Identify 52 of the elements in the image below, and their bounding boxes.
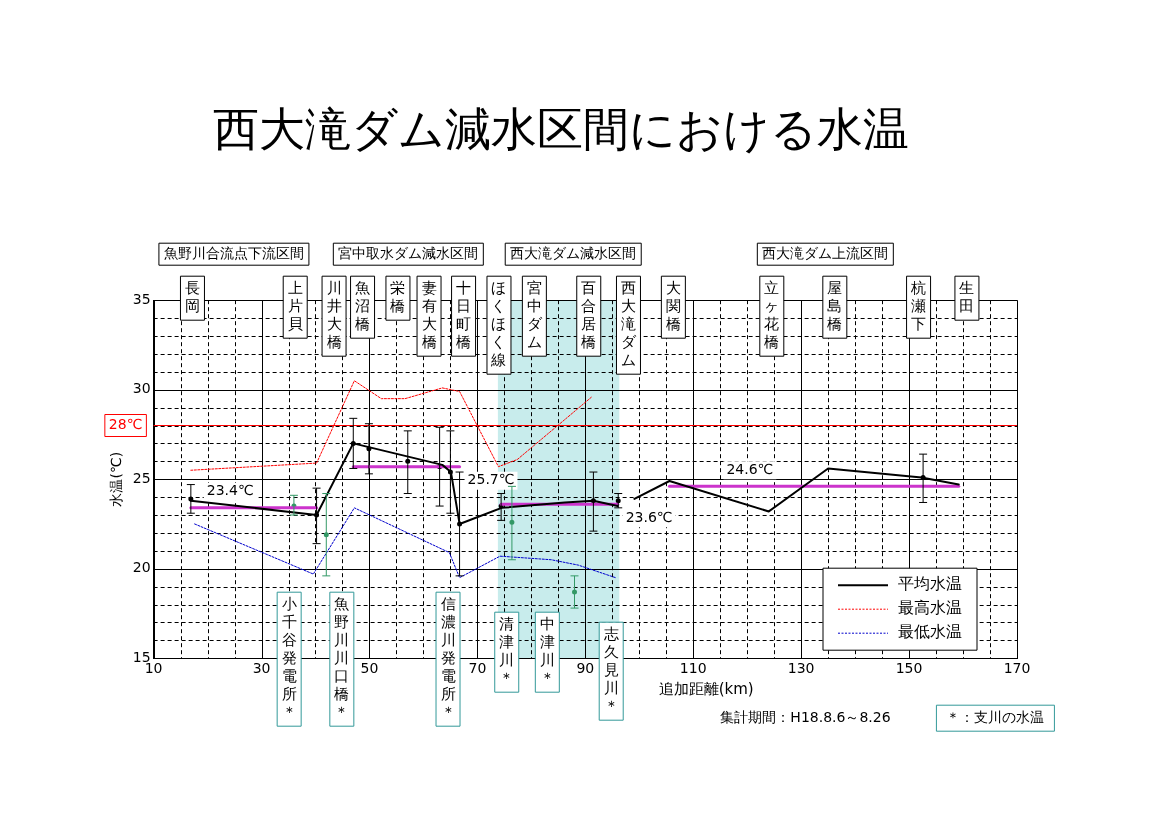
annotation: 生田 [959,279,975,316]
x-tick-label: 50 [360,660,379,677]
y-tick-label: 20 [132,559,151,576]
line-series [194,507,617,579]
x-tick-label: 70 [468,660,487,677]
annotation: 宮中ダム [526,279,543,352]
y-tick-label: 35 [132,290,151,307]
y-axis-title: 水温(℃) [108,451,125,507]
text: 集計期間：H18.8.6～8.26 [720,708,891,725]
annotation: 志久見川＊ [603,625,619,716]
text: ＊：支川の水温 [946,708,1045,725]
y-tick-label: 30 [132,380,151,397]
annotation: 屋島橋 [827,279,843,334]
annotation: 立ヶ花橋 [764,279,780,352]
y-tick-label: 25 [132,469,151,486]
text: 宮中取水ダム減水区間 [338,244,479,261]
x-tick-label: 130 [787,660,815,677]
x-tick-label: 90 [576,660,595,677]
data-label: 25.7℃ [467,471,515,488]
annotation: ほくほく線 [490,279,507,370]
chart-title: 西大滝ダム減水区間における水温 [213,101,909,156]
x-tick-label: 30 [252,660,271,677]
annotation: 魚沼橋 [355,279,371,334]
annotation: 百合居橋 [581,279,597,352]
annotation: 栄橋 [390,279,406,316]
annotation: 中津川＊ [539,615,555,688]
annotation: 西大滝ダム [620,279,637,370]
data-label: 24.6℃ [726,461,774,477]
annotation: 魚野川川口橋＊ [334,595,350,722]
annotation: 大関橋 [665,279,681,334]
annotation: 清津川＊ [499,615,515,688]
text: 西大滝ダム上流区間 [762,244,889,261]
annotation: 小千谷発電所＊ [281,595,297,722]
annotation: 十日町橋 [456,279,472,352]
ref-line-label: 28℃ [108,416,143,433]
legend-label: 最高水温 [898,598,962,618]
text: 魚野川合流点下流区間 [163,244,304,261]
annotation: 川井大橋 [326,279,342,352]
data-label: 23.4℃ [206,482,254,499]
x-tick-label: 110 [679,660,707,677]
legend-label: 平均水温 [898,574,962,594]
text: 西大滝ダム減水区間 [510,244,637,261]
annotation: 長岡 [184,279,200,316]
legend-label: 最低水温 [898,622,962,642]
x-axis-title: 追加距離(km) [658,680,754,699]
x-tick-label: 170 [1003,660,1031,677]
annotation: 妻有大橋 [421,279,437,352]
annotation: 上片貝 [287,279,303,334]
annotation: 杭瀬下 [910,279,927,334]
annotation: 信濃川発電所＊ [440,595,456,722]
data-label: 23.6℃ [625,508,673,525]
x-tick-label: 150 [895,660,923,677]
